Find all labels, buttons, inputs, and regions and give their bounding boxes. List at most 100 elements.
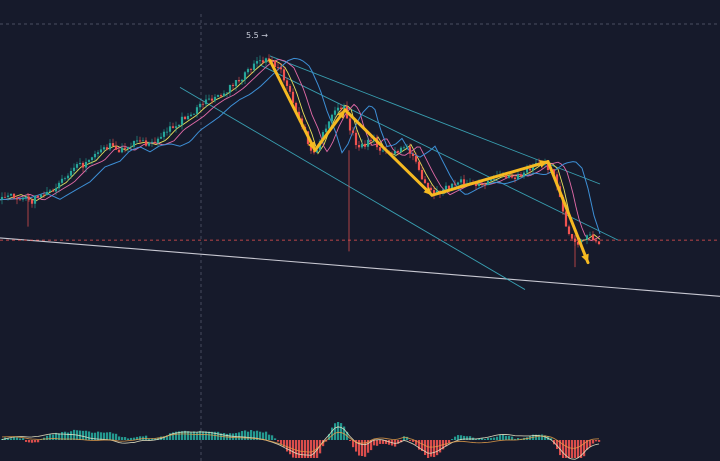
macd-bar (175, 431, 178, 440)
candle-body (156, 138, 160, 144)
macd-bar (10, 438, 13, 440)
candle-body (567, 226, 571, 234)
macd-bar (436, 440, 439, 456)
candle-body (432, 190, 436, 195)
candle-body (270, 60, 274, 62)
candle-body (42, 194, 46, 196)
candle-body (54, 188, 58, 192)
macd-bar (34, 440, 37, 443)
macd-bar (556, 440, 559, 450)
macd-bar (286, 440, 289, 452)
candle-body (6, 195, 10, 198)
macd-bar (337, 422, 340, 440)
macd-bar (397, 440, 400, 444)
macd-bar (562, 440, 565, 458)
candle-body (75, 164, 79, 168)
macd-bar (106, 432, 109, 440)
candle-body (585, 235, 589, 240)
macd-bar (508, 435, 511, 440)
candle-body (357, 145, 361, 148)
candle-body (582, 239, 586, 241)
macd-bar (49, 434, 52, 440)
macd-bar (307, 440, 310, 458)
macd-bar (211, 431, 214, 440)
macd-bar (463, 435, 466, 440)
macd-bar (298, 440, 301, 458)
candle-body (66, 175, 70, 179)
macd-bar (295, 440, 298, 458)
ma-mid (0, 58, 601, 242)
candle-body (321, 132, 325, 141)
macd-bar (301, 440, 304, 458)
candle-body (60, 178, 64, 183)
moving-average-layer (0, 57, 601, 242)
macd-bar (88, 431, 91, 440)
candle-body (312, 150, 316, 153)
candle-body (3, 196, 7, 198)
candle-body (138, 140, 142, 142)
macd-bar (421, 440, 424, 451)
candle-body (93, 153, 97, 158)
macd-bar (52, 434, 55, 440)
candle-body (423, 179, 427, 183)
candle-body (393, 150, 397, 154)
candle-body (123, 147, 127, 149)
macd-bar (367, 440, 370, 453)
candle-body (429, 187, 433, 191)
macd-bar (115, 433, 118, 440)
macd-bar (289, 440, 292, 455)
candle-body (279, 67, 283, 70)
candle-body (27, 196, 31, 200)
macd-bar (277, 440, 280, 442)
macd-bar (46, 435, 49, 440)
channel-line-lower (179, 87, 526, 290)
macd-bar (205, 431, 208, 440)
candle-body (120, 147, 124, 153)
candle-body (552, 169, 556, 175)
macd-bar (568, 440, 571, 458)
candle-body (450, 183, 454, 190)
candle-body (564, 211, 568, 227)
macd-bar (376, 440, 379, 446)
macd-bar (580, 440, 583, 458)
macd-bar (55, 432, 58, 440)
candle-body (144, 140, 148, 146)
candle-body (195, 107, 199, 114)
candle-body (522, 172, 526, 177)
macd-bar (574, 440, 577, 458)
macd-bar (403, 436, 406, 440)
candle-body (411, 153, 415, 157)
macd-bar (283, 440, 286, 447)
macd-bar (256, 430, 259, 440)
candle-body (24, 196, 28, 198)
macd-bar (37, 440, 40, 443)
macd-bar (121, 437, 124, 440)
macd-bar (583, 440, 586, 457)
macd-bar (196, 431, 199, 440)
candle-body (483, 184, 487, 186)
macd-bar (241, 431, 244, 440)
candle-body (168, 126, 172, 132)
macd-bar (466, 436, 469, 440)
wave-arrowhead (423, 186, 432, 196)
candle-body (237, 80, 241, 82)
candle-body (222, 93, 226, 97)
macd-bar (460, 435, 463, 440)
macd-bar (565, 440, 568, 458)
macd-bar (598, 440, 601, 442)
candle-body (201, 103, 205, 105)
candle-body (12, 193, 16, 199)
macd-bar (448, 440, 451, 444)
candle-body (63, 178, 67, 180)
candle-body (459, 179, 463, 183)
macd-bar (202, 431, 205, 440)
macd-bar (427, 440, 430, 458)
macd-bar (412, 440, 415, 442)
macd-bar (550, 438, 553, 440)
macd-bar (136, 436, 139, 440)
candle-body (327, 121, 331, 129)
macd-bar (469, 436, 472, 440)
macd-bar (280, 440, 283, 445)
